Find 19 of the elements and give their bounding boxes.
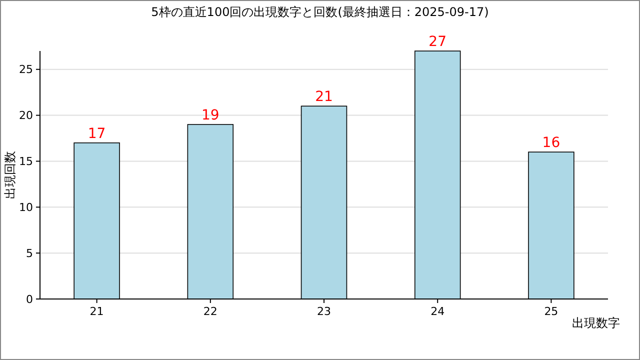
y-tick-label: 5 <box>26 246 33 260</box>
y-tick-label: 15 <box>19 155 33 168</box>
y-tick-label: 10 <box>19 201 33 214</box>
y-tick-label: 20 <box>19 109 33 122</box>
data-label: 17 <box>88 126 106 142</box>
data-label: 16 <box>542 135 560 152</box>
chart-title: 5枠の直近100回の出現数字と回数(最終抽選日：2025-09-17) <box>151 5 489 19</box>
data-label: 27 <box>428 34 447 50</box>
x-tick-label: 22 <box>203 305 218 318</box>
x-axis-title: 出現数字 <box>572 316 620 330</box>
y-tick-label: 25 <box>19 63 33 76</box>
y-tick-label: 0 <box>26 292 33 306</box>
x-tick-label: 25 <box>544 305 558 318</box>
x-tick-label: 24 <box>430 305 445 318</box>
x-tick-label: 23 <box>317 305 331 318</box>
data-label: 21 <box>315 89 333 106</box>
x-tick-label: 21 <box>90 305 104 318</box>
y-axis-title: 出現回数 <box>3 151 17 199</box>
data-label: 19 <box>201 107 220 124</box>
